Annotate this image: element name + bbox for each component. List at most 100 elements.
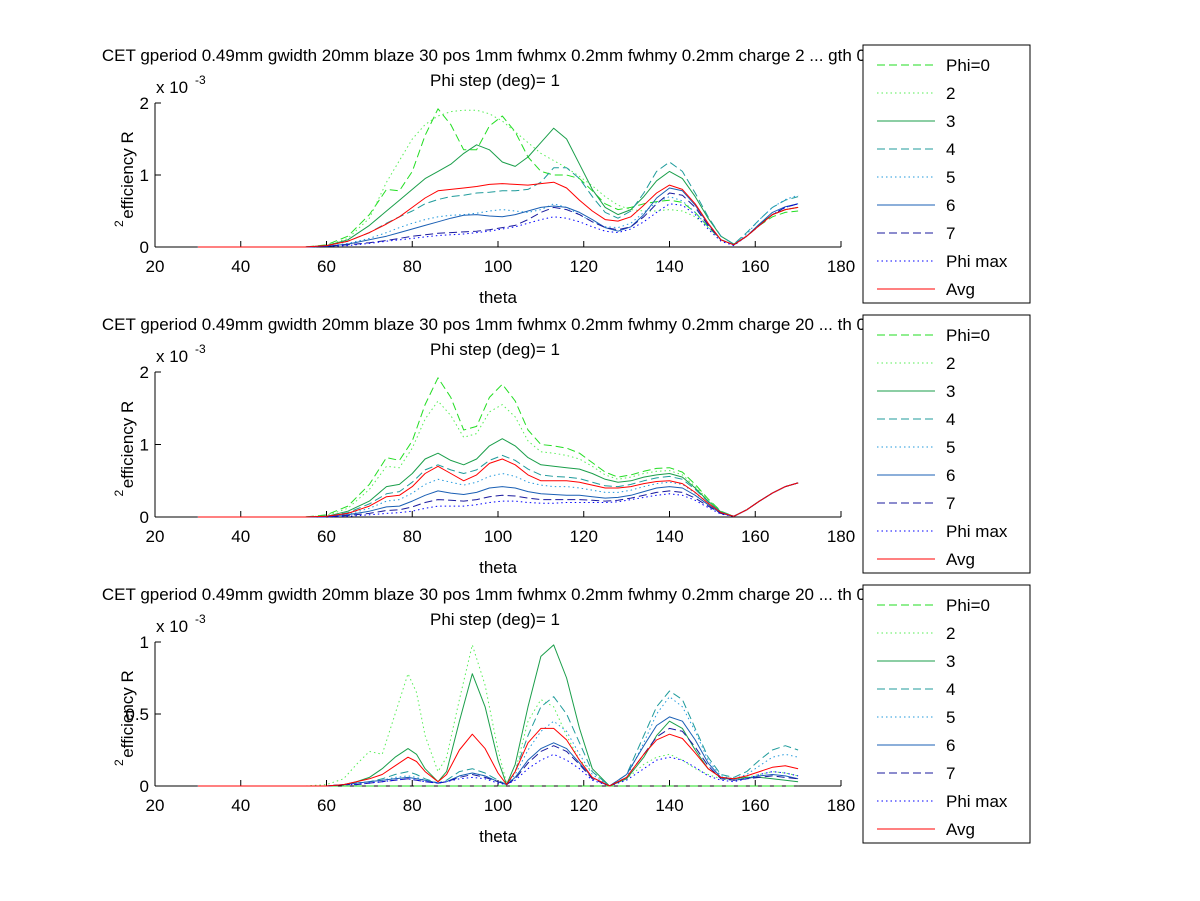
chart-title: CET gperiod 0.49mm gwidth 20mm blaze 30 … [102,315,898,334]
x-tick-label: 20 [146,527,165,546]
legend-entry: Phi=0 [946,56,990,75]
legend-entry: 2 [946,624,955,643]
legend-entry: 3 [946,112,955,131]
x-tick-label: 100 [484,796,512,815]
x-tick-label: 80 [403,257,422,276]
legend-box [862,584,1031,844]
series-line-5 [197,473,799,518]
legend-entry: 6 [946,736,955,755]
x-tick-label: 160 [741,527,769,546]
y-tick-label: 1 [140,633,149,652]
legend-entry: Phi max [946,522,1008,541]
legend-entry: 5 [946,438,955,457]
x-axis-label: theta [479,288,517,307]
legend-box [862,44,1031,304]
chart-panel-2: CET gperiod 0.49mm gwidth 20mm blaze 30 … [102,314,1031,577]
legend-entry: Phi max [946,792,1008,811]
x-tick-label: 180 [827,527,855,546]
y-tick-label: 0 [140,508,149,527]
x-tick-label: 140 [655,796,683,815]
x-tick-label: 120 [570,796,598,815]
x-axis-label: theta [479,827,517,846]
chart-subtitle: Phi step (deg)= 1 [430,610,560,629]
series-line-1 [197,108,799,248]
chart-title: CET gperiod 0.49mm gwidth 20mm blaze 30 … [102,46,898,65]
y-exponent-superscript: -3 [195,73,206,87]
chart-subtitle: Phi step (deg)= 1 [430,71,560,90]
y-tick-label: 2 [140,363,149,382]
legend: Phi=0 2 3 4 5 6 7 Phi max Avg [862,584,1031,844]
y-axis-label: efficiency R [118,401,137,489]
legend-entry: 5 [946,708,955,727]
legend: Phi=0 2 3 4 5 6 7 Phi max Avg [862,314,1031,574]
series-line-2 [197,109,799,248]
legend-entry: Phi=0 [946,596,990,615]
legend-entry: 7 [946,494,955,513]
x-tick-label: 40 [231,527,250,546]
y-exponent-superscript: -3 [195,342,206,356]
legend-entry: 4 [946,680,955,699]
series-line-3 [197,644,799,787]
y-axis-label-superscript: 2 [112,220,126,227]
series-line-8 [197,753,799,787]
x-tick-label: 180 [827,796,855,815]
series-line-2 [197,644,799,787]
legend-entry: Phi max [946,252,1008,271]
x-tick-label: 60 [317,527,336,546]
x-tick-label: 100 [484,527,512,546]
legend-entry: Avg [946,280,975,299]
x-tick-label: 160 [741,257,769,276]
legend-entry: Phi=0 [946,326,990,345]
legend-entry: 7 [946,224,955,243]
chart-subtitle: Phi step (deg)= 1 [430,340,560,359]
x-tick-label: 60 [317,796,336,815]
y-exponent-label: x 10 [156,347,188,366]
x-tick-label: 80 [403,527,422,546]
chart-panel-3: CET gperiod 0.49mm gwidth 20mm blaze 30 … [102,584,1031,846]
series-line-4 [197,454,799,518]
x-tick-label: 120 [570,257,598,276]
y-axis-label-superscript: 2 [112,759,126,766]
x-tick-label: 180 [827,257,855,276]
legend-entry: 3 [946,652,955,671]
series-line-8 [197,203,799,248]
y-tick-label: 0 [140,777,149,796]
y-tick-label: 1 [140,436,149,455]
y-tick-label: 0 [140,238,149,257]
legend-box [862,314,1031,574]
x-tick-label: 20 [146,257,165,276]
x-tick-label: 140 [655,527,683,546]
y-axis-label-superscript: 2 [112,490,126,497]
legend-entry: 5 [946,168,955,187]
x-tick-label: 140 [655,257,683,276]
series-line-7 [197,482,799,518]
series-line-5 [197,194,799,248]
x-tick-label: 120 [570,527,598,546]
chart-title: CET gperiod 0.49mm gwidth 20mm blaze 30 … [102,585,898,604]
series-line-7 [197,727,799,787]
series-line-9 [197,727,799,787]
y-axis-label: efficiency R [118,131,137,219]
x-tick-label: 100 [484,257,512,276]
series-line-6 [197,716,799,787]
legend-entry: 4 [946,410,955,429]
y-tick-label: 2 [140,94,149,113]
x-tick-label: 40 [231,257,250,276]
series-line-4 [197,690,799,787]
y-tick-label: 1 [140,166,149,185]
legend-entry: 6 [946,466,955,485]
y-tick-label: 0.5 [125,705,149,724]
series-line-8 [197,482,799,518]
x-tick-label: 80 [403,796,422,815]
legend-entry: 4 [946,140,955,159]
series-line-1 [197,377,799,518]
series-line-2 [197,400,799,518]
series-line-9 [197,181,799,248]
x-tick-label: 20 [146,796,165,815]
series-line-7 [197,192,799,248]
y-exponent-label: x 10 [156,617,188,636]
x-axis-label: theta [479,558,517,577]
y-exponent-label: x 10 [156,78,188,97]
x-tick-label: 60 [317,257,336,276]
